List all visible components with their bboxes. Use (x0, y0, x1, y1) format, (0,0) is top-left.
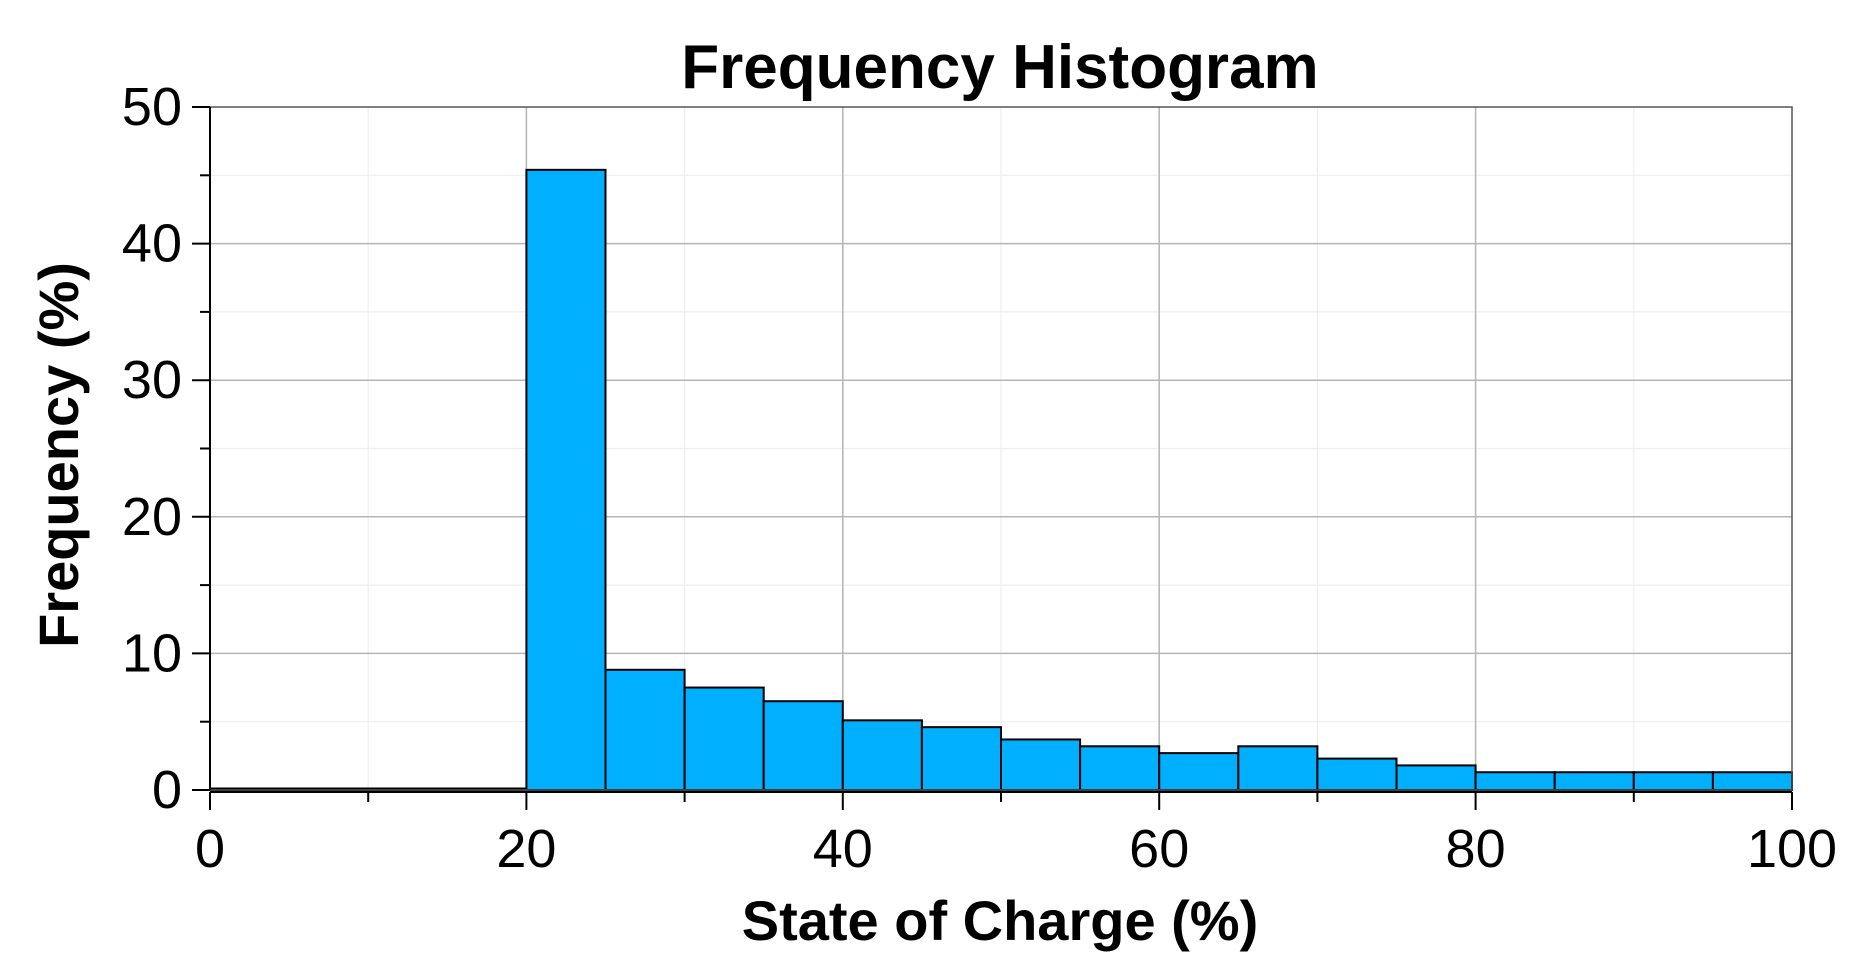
y-tick-label: 10 (122, 623, 182, 683)
x-axis-label: State of Charge (%) (742, 889, 1259, 952)
histogram-bar (762, 700, 844, 792)
x-tick-label: 20 (496, 819, 556, 879)
y-tick-label: 0 (152, 760, 182, 820)
histogram-bar (1158, 752, 1240, 791)
y-axis-label: Frequency (%) (27, 262, 90, 648)
histogram-bar (920, 726, 1003, 791)
y-tick-label: 20 (122, 487, 182, 547)
y-tick-label: 40 (122, 214, 182, 274)
histogram-bar (1237, 745, 1319, 792)
x-tick-label: 0 (195, 819, 225, 879)
x-tick-labels: 0 20 40 60 80 100 (195, 819, 1837, 879)
y-tick-labels: 0 10 20 30 40 50 (122, 77, 182, 820)
histogram-bar (683, 686, 765, 791)
histogram-bar (1632, 771, 1714, 792)
chart-title: Frequency Histogram (681, 33, 1318, 102)
histogram-bar (841, 719, 923, 791)
histogram-bar (1395, 764, 1477, 791)
y-tick-label: 30 (122, 350, 182, 410)
histogram-bars (209, 168, 1794, 792)
axes (192, 106, 1793, 810)
x-tick-label: 60 (1129, 819, 1189, 879)
x-tick-label: 80 (1446, 819, 1506, 879)
histogram-bar (604, 668, 686, 791)
histogram-bar (1079, 745, 1161, 792)
histogram-bar (1474, 771, 1556, 792)
histogram-bar (525, 168, 607, 791)
x-tick-label: 100 (1747, 819, 1837, 879)
y-tick-label: 50 (122, 77, 182, 137)
histogram-bar (1316, 757, 1398, 791)
histogram-bar (1553, 771, 1635, 792)
histogram-bar (1000, 738, 1082, 792)
grid-lines (210, 107, 1792, 790)
histogram-bar (1711, 771, 1794, 792)
x-tick-label: 40 (813, 819, 873, 879)
